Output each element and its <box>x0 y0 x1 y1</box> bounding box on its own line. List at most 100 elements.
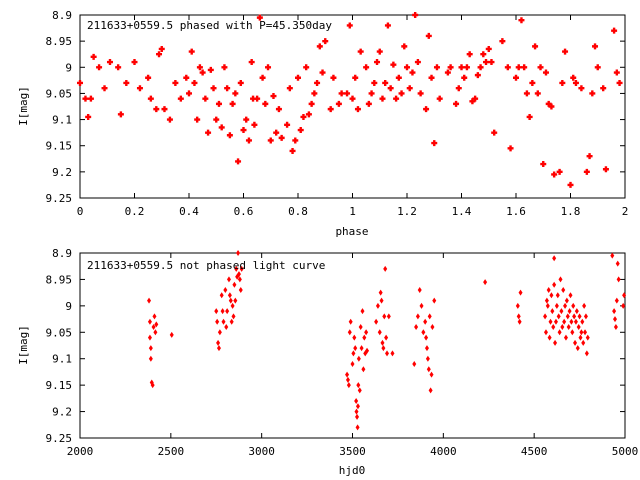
phased-data-point <box>346 22 353 29</box>
unphased-data-point <box>573 339 578 346</box>
phased-x-tick-label: 0.8 <box>288 205 308 218</box>
phased-data-point <box>101 85 108 92</box>
phased-data-point <box>106 59 113 66</box>
phased-x-tick-label: 1.4 <box>452 205 472 218</box>
phased-data-point <box>469 98 476 105</box>
phased-plot-frame <box>79 14 626 199</box>
unphased-x-tick-label: 3000 <box>248 445 275 458</box>
phased-data-point <box>542 69 549 76</box>
phased-data-point <box>267 137 274 144</box>
unphased-data-points <box>147 250 627 431</box>
phased-data-point <box>578 85 585 92</box>
unphased-y-axis-label: I[mag] <box>17 325 30 365</box>
phased-y-tick-label: 9 <box>65 61 72 74</box>
unphased-data-point <box>543 329 548 336</box>
phased-data-point <box>196 64 203 71</box>
unphased-data-point <box>571 302 576 309</box>
phased-data-point <box>186 90 192 97</box>
unphased-data-point <box>414 324 419 330</box>
unphased-data-point <box>147 318 152 325</box>
phased-data-point <box>379 95 386 102</box>
phased-data-point <box>545 100 552 107</box>
phased-data-point <box>559 79 566 86</box>
phased-data-point <box>390 61 397 68</box>
unphased-data-point <box>563 302 568 309</box>
phased-data-point <box>485 45 492 52</box>
phased-data-point <box>409 69 416 76</box>
phased-data-point <box>537 64 544 71</box>
unphased-y-tick-label: 9.1 <box>52 353 72 366</box>
unphased-data-point <box>380 339 385 346</box>
phased-data-point <box>245 137 252 144</box>
phased-data-point <box>286 85 293 92</box>
unphased-data-point <box>612 308 617 315</box>
unphased-data-point <box>610 252 615 259</box>
phased-data-point <box>513 74 519 81</box>
unphased-data-point <box>615 260 620 267</box>
unphased-data-point <box>579 329 584 336</box>
unphased-data-point <box>147 297 152 304</box>
unphased-data-point <box>428 387 433 394</box>
unphased-data-point <box>381 345 386 352</box>
unphased-data-point <box>353 345 358 352</box>
phased-data-point <box>458 64 465 71</box>
phased-data-point <box>374 59 381 66</box>
phased-data-point <box>300 113 307 120</box>
phased-data-point <box>322 38 329 45</box>
phased-data-point <box>297 127 304 134</box>
unphased-data-point <box>581 339 586 346</box>
unphased-data-point <box>152 313 157 320</box>
unphased-data-point <box>613 316 618 323</box>
phased-data-point <box>589 90 596 97</box>
phased-data-point <box>474 72 481 79</box>
unphased-data-point <box>346 382 351 389</box>
phased-data-point <box>526 113 533 120</box>
phased-data-point <box>586 153 593 160</box>
phased-data-point <box>592 43 599 50</box>
unphased-data-point <box>546 287 551 293</box>
unphased-data-point <box>517 318 522 325</box>
unphased-data-point <box>355 413 360 420</box>
phased-data-point <box>466 51 473 58</box>
unphased-data-point <box>426 366 431 373</box>
unphased-data-point <box>550 308 555 315</box>
unphased-data-point <box>560 324 565 330</box>
phased-y-tick-label: 9.1 <box>52 114 72 127</box>
phased-data-point <box>455 85 462 92</box>
unphased-data-point <box>384 334 389 341</box>
phased-data-point <box>395 74 402 81</box>
phased-data-point <box>278 134 285 141</box>
unphased-x-tick-label: 5000 <box>612 445 639 458</box>
phased-data-point <box>254 95 261 102</box>
unphased-data-point <box>385 350 390 357</box>
phased-data-point <box>316 43 323 50</box>
unphased-data-point <box>583 329 588 336</box>
phased-panel: 0 0.2 0.4 0.6 0.8 1 1.2 1.4 1.6 1.8 2 8.9 8.95 9 9.05 9… <box>17 9 628 238</box>
unphased-data-point <box>223 287 228 293</box>
phased-data-point <box>172 79 179 86</box>
phased-data-point <box>354 106 361 113</box>
phased-data-point <box>131 59 138 66</box>
unphased-data-point <box>374 318 379 325</box>
phased-data-point <box>453 100 460 107</box>
phased-data-point <box>265 64 272 71</box>
unphased-data-point <box>377 329 382 336</box>
unphased-data-point <box>415 313 420 320</box>
unphased-data-point <box>351 350 356 357</box>
unphased-data-point <box>359 345 364 352</box>
unphased-data-point <box>236 250 241 256</box>
phased-data-point <box>556 168 563 175</box>
phased-data-point <box>483 59 490 66</box>
unphased-data-point <box>358 324 363 330</box>
unphased-data-point <box>621 302 626 309</box>
unphased-data-point <box>568 292 573 299</box>
phased-data-point <box>215 100 222 107</box>
phased-data-point <box>96 64 103 71</box>
unphased-data-point <box>352 334 357 341</box>
unphased-data-point <box>348 318 353 325</box>
phased-data-point <box>404 64 410 71</box>
phased-data-point <box>183 74 190 81</box>
phased-x-tick-label: 1.2 <box>397 205 417 218</box>
phased-data-point <box>235 158 242 165</box>
unphased-data-point <box>547 334 552 341</box>
